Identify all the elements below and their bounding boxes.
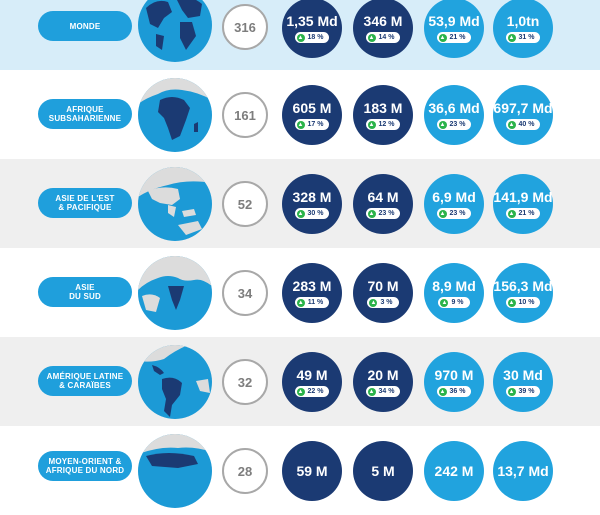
stat-circle-4: 156,3 Md ▲ 10 % <box>493 263 553 323</box>
stat-circle-2: 64 M ▲ 23 % <box>353 174 413 234</box>
mena-globe-icon <box>138 434 212 508</box>
change-badge: ▲ 31 % <box>505 32 541 43</box>
stat-circle-4: 141,9 Md ▲ 21 % <box>493 174 553 234</box>
region-label: ASIE DE L'EST & PACIFIQUE <box>38 188 132 218</box>
stat-circle-3: 53,9 Md ▲ 21 % <box>424 0 484 58</box>
up-arrow-icon: ▲ <box>507 298 516 307</box>
change-badge: ▲ 23 % <box>436 119 472 130</box>
change-badge: ▲ 40 % <box>505 119 541 130</box>
change-badge: ▲ 14 % <box>365 32 401 43</box>
up-arrow-icon: ▲ <box>369 298 378 307</box>
stat-circle-2: 70 M ▲ 3 % <box>353 263 413 323</box>
change-badge: ▲ 12 % <box>365 119 401 130</box>
stat-circle-4: 30 Md ▲ 39 % <box>493 352 553 412</box>
up-arrow-icon: ▲ <box>296 298 305 307</box>
up-arrow-icon: ▲ <box>367 387 376 396</box>
change-badge: ▲ 18 % <box>294 32 330 43</box>
up-arrow-icon: ▲ <box>367 120 376 129</box>
up-arrow-icon: ▲ <box>438 120 447 129</box>
change-badge: ▲ 22 % <box>294 386 330 397</box>
change-badge: ▲ 11 % <box>294 297 330 308</box>
up-arrow-icon: ▲ <box>296 387 305 396</box>
up-arrow-icon: ▲ <box>438 387 447 396</box>
up-arrow-icon: ▲ <box>367 209 376 218</box>
up-arrow-icon: ▲ <box>507 120 516 129</box>
change-badge: ▲ 30 % <box>294 208 330 219</box>
change-badge: ▲ 23 % <box>436 208 472 219</box>
world-globe-icon <box>138 0 212 62</box>
region-label: AMÉRIQUE LATINE & CARAÏBES <box>38 366 132 396</box>
up-arrow-icon: ▲ <box>507 33 516 42</box>
up-arrow-icon: ▲ <box>438 33 447 42</box>
region-label: AFRIQUE SUBSAHARIENNE <box>38 99 132 129</box>
region-row-asie-est-pacifique: ASIE DE L'EST & PACIFIQUE 52 328 M ▲ 30 %… <box>0 159 600 248</box>
count-circle: 28 <box>222 448 268 494</box>
change-badge: ▲ 21 % <box>436 32 472 43</box>
change-badge: ▲ 23 % <box>365 208 401 219</box>
count-circle: 161 <box>222 92 268 138</box>
count-circle: 34 <box>222 270 268 316</box>
change-badge: ▲ 9 % <box>438 297 470 308</box>
region-label: MOYEN-ORIENT & AFRIQUE DU NORD <box>38 451 132 481</box>
stat-circle-1: 59 M <box>282 441 342 501</box>
east-asia-globe-icon <box>138 167 212 241</box>
region-row-monde: MONDE 316 1,35 Md ▲ 18 % 346 M ▲ 14 % 53,9… <box>0 0 600 70</box>
stat-circle-2: 20 M ▲ 34 % <box>353 352 413 412</box>
stat-circle-3: 8,9 Md ▲ 9 % <box>424 263 484 323</box>
stat-circle-1: 49 M ▲ 22 % <box>282 352 342 412</box>
stat-circle-2: 183 M ▲ 12 % <box>353 85 413 145</box>
count-circle: 32 <box>222 359 268 405</box>
stat-circle-3: 6,9 Md ▲ 23 % <box>424 174 484 234</box>
region-row-amerique-latine: AMÉRIQUE LATINE & CARAÏBES 32 49 M ▲ 22 %… <box>0 337 600 426</box>
latin-america-globe-icon <box>138 345 212 419</box>
change-badge: ▲ 10 % <box>505 297 541 308</box>
up-arrow-icon: ▲ <box>296 33 305 42</box>
south-asia-globe-icon <box>138 256 212 330</box>
stat-circle-1: 328 M ▲ 30 % <box>282 174 342 234</box>
stat-circle-3: 970 M ▲ 36 % <box>424 352 484 412</box>
up-arrow-icon: ▲ <box>367 33 376 42</box>
africa-globe-icon <box>138 78 212 152</box>
stat-circle-1: 283 M ▲ 11 % <box>282 263 342 323</box>
stat-circle-4: 13,7 Md <box>493 441 553 501</box>
up-arrow-icon: ▲ <box>440 298 449 307</box>
stat-circle-4: 1,0tn ▲ 31 % <box>493 0 553 58</box>
change-badge: ▲ 17 % <box>294 119 330 130</box>
stat-circle-1: 605 M ▲ 17 % <box>282 85 342 145</box>
stat-circle-4: 697,7 Md ▲ 40 % <box>493 85 553 145</box>
region-row-afrique-subsaharienne: AFRIQUE SUBSAHARIENNE 161 605 M ▲ 17 % 18… <box>0 70 600 159</box>
up-arrow-icon: ▲ <box>438 209 447 218</box>
region-row-asie-du-sud: ASIE DU SUD 34 283 M ▲ 11 % 70 M ▲ 3 % 8,9… <box>0 248 600 337</box>
change-badge: ▲ 39 % <box>505 386 541 397</box>
region-row-moyen-orient: MOYEN-ORIENT & AFRIQUE DU NORD 28 59 M 5… <box>0 426 600 515</box>
change-badge: ▲ 34 % <box>365 386 401 397</box>
region-label: ASIE DU SUD <box>38 277 132 307</box>
count-circle: 52 <box>222 181 268 227</box>
stat-circle-2: 346 M ▲ 14 % <box>353 0 413 58</box>
change-badge: ▲ 36 % <box>436 386 472 397</box>
count-circle: 316 <box>222 4 268 50</box>
stat-circle-3: 36,6 Md ▲ 23 % <box>424 85 484 145</box>
stat-circle-3: 242 M <box>424 441 484 501</box>
stat-circle-2: 5 M <box>353 441 413 501</box>
up-arrow-icon: ▲ <box>296 120 305 129</box>
change-badge: ▲ 3 % <box>367 297 399 308</box>
change-badge: ▲ 21 % <box>505 208 541 219</box>
region-label: MONDE <box>38 11 132 41</box>
up-arrow-icon: ▲ <box>296 209 305 218</box>
up-arrow-icon: ▲ <box>507 209 516 218</box>
stat-circle-1: 1,35 Md ▲ 18 % <box>282 0 342 58</box>
up-arrow-icon: ▲ <box>507 387 516 396</box>
